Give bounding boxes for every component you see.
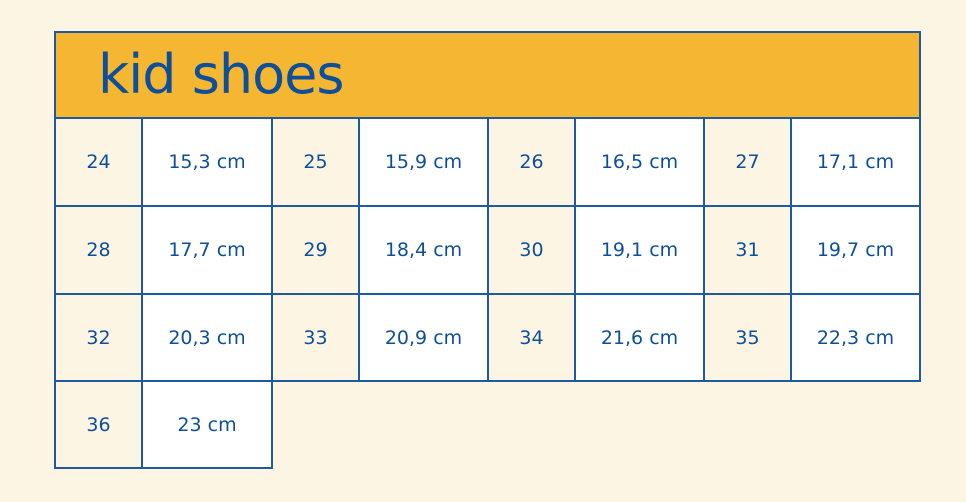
table-header: kid shoes [54,31,921,119]
foot-length-cell: 16,5 cm [574,117,705,207]
foot-length-cell: 15,9 cm [358,117,489,207]
foot-length-cell: 18,4 cm [358,205,489,295]
shoe-size-cell: 27 [703,117,792,207]
shoe-size-cell: 33 [271,293,360,382]
foot-length-cell: 20,3 cm [141,293,273,382]
shoe-size-cell: 32 [54,293,143,382]
shoe-size-cell: 31 [703,205,792,295]
shoe-size-cell: 36 [54,380,143,469]
page-title: kid shoes [98,43,344,106]
foot-length-cell: 20,9 cm [358,293,489,382]
foot-length-cell: 23 cm [141,380,273,469]
shoe-size-cell: 26 [487,117,576,207]
foot-length-cell: 21,6 cm [574,293,705,382]
foot-length-cell: 17,1 cm [790,117,921,207]
shoe-size-cell: 24 [54,117,143,207]
shoe-size-cell: 34 [487,293,576,382]
foot-length-cell: 17,7 cm [141,205,273,295]
shoe-size-cell: 25 [271,117,360,207]
shoe-size-cell: 30 [487,205,576,295]
shoe-size-cell: 35 [703,293,792,382]
foot-length-cell: 19,1 cm [574,205,705,295]
foot-length-cell: 15,3 cm [141,117,273,207]
foot-length-cell: 19,7 cm [790,205,921,295]
foot-length-cell: 22,3 cm [790,293,921,382]
shoe-size-cell: 28 [54,205,143,295]
shoe-size-cell: 29 [271,205,360,295]
